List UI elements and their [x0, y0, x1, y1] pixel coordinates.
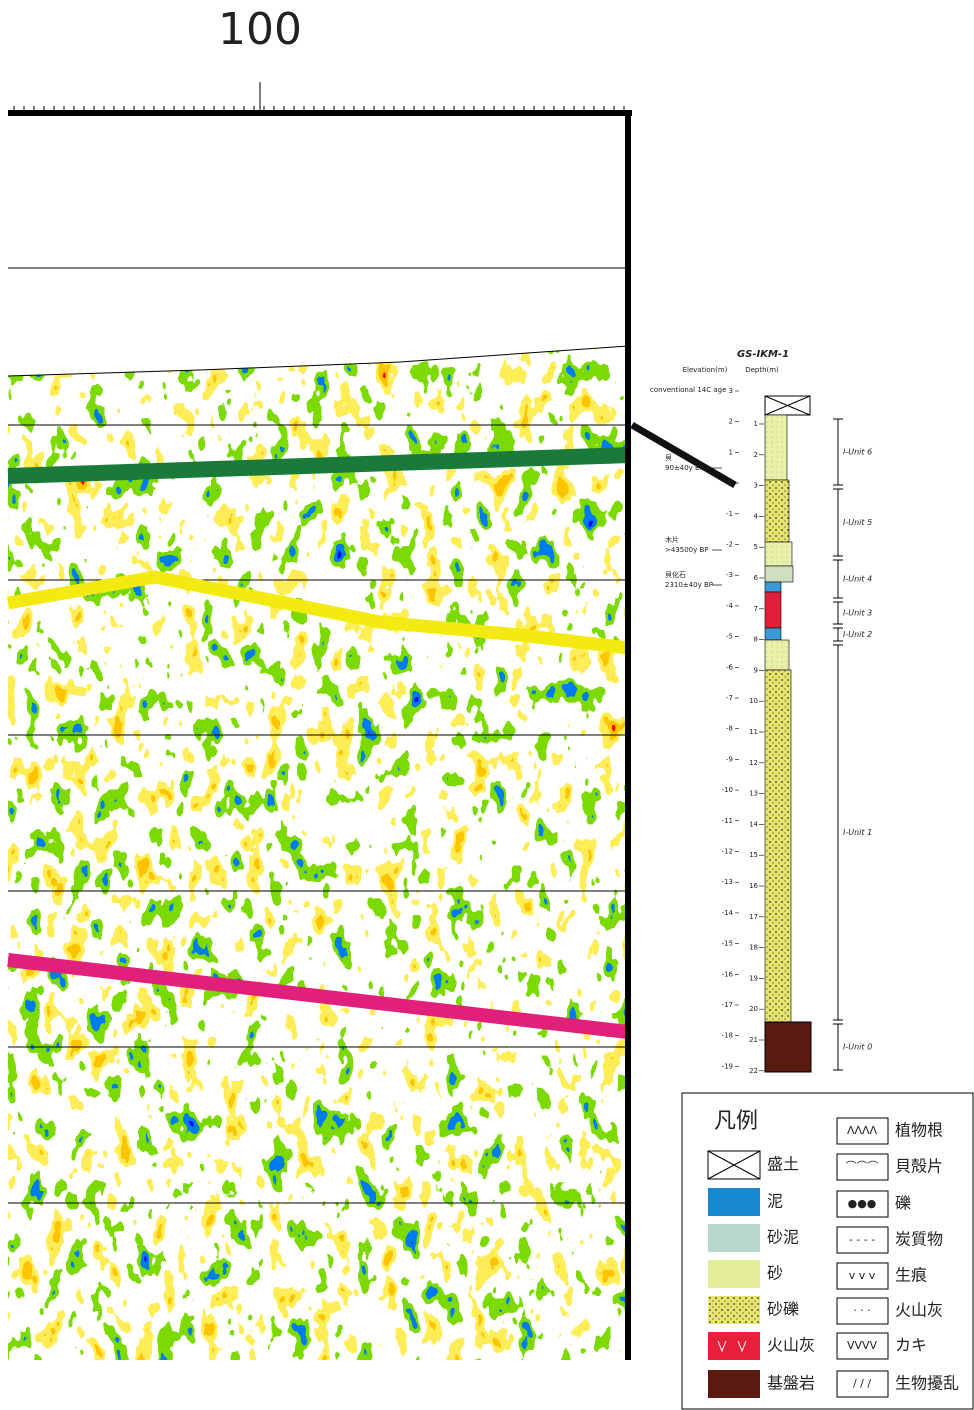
- elevation-tick: -11: [722, 817, 733, 825]
- elevation-tick: -6: [726, 663, 734, 671]
- legend-label: 基盤岩: [767, 1374, 815, 1393]
- depth-tick: 10: [749, 697, 758, 705]
- elevation-tick: -2: [726, 541, 733, 549]
- legend-swatch: [708, 1370, 760, 1398]
- depth-tick: 20: [749, 1005, 758, 1013]
- depth-tick: 8: [754, 636, 758, 644]
- legend-label: カキ: [895, 1336, 927, 1355]
- elevation-tick: -14: [722, 909, 734, 917]
- depth-tick: 9: [754, 666, 758, 674]
- sample-name: 貝: [665, 454, 672, 462]
- legend-label: 火山灰: [895, 1301, 943, 1320]
- legend-label: 火山灰: [767, 1336, 815, 1355]
- elevation-tick: 1: [729, 448, 733, 456]
- log-column: [765, 396, 811, 1072]
- sample-name: 木片: [665, 535, 679, 544]
- legend-swatch: [708, 1296, 760, 1324]
- depth-tick: 22: [749, 1067, 758, 1075]
- elevation-label: Elevation(m): [683, 366, 728, 374]
- elevation-tick: -15: [722, 940, 733, 948]
- elevation-tick: -18: [722, 1032, 733, 1040]
- figure: 100 GS-IKM-1 Elevation(m) Depth(m) conve…: [0, 0, 974, 1410]
- legend-symbol: ΛΛΛΛ: [847, 1124, 878, 1137]
- unit-label: I-Unit 4: [843, 575, 872, 584]
- legend-label: 生痕: [895, 1266, 927, 1285]
- depth-tick: 3: [754, 482, 758, 490]
- log-title: GS-IKM-1: [737, 349, 789, 360]
- elevation-tick: -13: [722, 878, 733, 886]
- legend-symbol: / / /: [853, 1377, 871, 1390]
- legend-label: 炭質物: [895, 1230, 943, 1249]
- depth-tick: 21: [749, 1036, 758, 1044]
- unit-label: I-Unit 0: [843, 1043, 872, 1052]
- legend-label: 泥: [767, 1192, 783, 1211]
- elevation-tick: -16: [722, 970, 734, 978]
- elevation-tick: -7: [726, 694, 733, 702]
- elevation-tick: -19: [722, 1062, 733, 1070]
- legend-label: 礫: [895, 1194, 911, 1213]
- legend-symbol: ⌒⌒⌒: [846, 1160, 879, 1173]
- elevation-tick: -17: [722, 1001, 733, 1009]
- depth-tick: 11: [749, 728, 758, 736]
- depth-tick: 14: [749, 820, 758, 828]
- sample-age: 90±40y BP: [665, 464, 704, 472]
- elevation-tick: 3: [729, 387, 733, 395]
- legend-symbol: - - - -: [849, 1233, 875, 1246]
- elevation-tick: -5: [726, 633, 733, 641]
- unit-label: I-Unit 2: [843, 630, 872, 639]
- depth-tick: 19: [749, 974, 758, 982]
- depth-tick: 7: [754, 605, 758, 613]
- depth-tick: 2: [754, 451, 758, 459]
- elevation-tick: -4: [726, 602, 734, 610]
- legend-swatch: [708, 1188, 760, 1216]
- depth-tick: 16: [749, 882, 758, 890]
- elevation-tick: -9: [726, 755, 733, 763]
- unit-brackets: [833, 419, 843, 1070]
- unit-label: I-Unit 5: [843, 518, 872, 527]
- legend-label: 盛土: [767, 1155, 799, 1174]
- legend-label: 植物根: [895, 1121, 943, 1140]
- connector: [632, 425, 735, 485]
- axis-label: 100: [218, 4, 302, 55]
- gpr-image: [8, 340, 628, 1360]
- unit-label: I-Unit 3: [843, 609, 872, 618]
- legend-symbol: VVVV: [847, 1339, 878, 1352]
- legend-label: 砂: [767, 1264, 783, 1283]
- legend-swatch: [708, 1332, 760, 1360]
- depth-tick: 6: [754, 574, 759, 582]
- sample-name: 貝化石: [665, 570, 686, 579]
- depth-tick: 15: [749, 851, 758, 859]
- depth-tick: 1: [754, 420, 758, 428]
- depth-tick: 4: [754, 512, 759, 520]
- elevation-tick: -10: [722, 786, 733, 794]
- depth-tick: 18: [749, 944, 758, 952]
- elevation-tick: 2: [729, 418, 733, 426]
- elevation-tick: -1: [726, 510, 733, 518]
- depth-tick: 13: [749, 790, 758, 798]
- legend-label: 砂礫: [767, 1300, 799, 1319]
- legend-swatch: [708, 1260, 760, 1288]
- legend-symbol: ●●●: [848, 1197, 877, 1210]
- depth-tick: 5: [754, 543, 758, 551]
- depth-label: Depth(m): [745, 366, 779, 374]
- unit-label: I-Unit 1: [843, 828, 872, 837]
- depth-tick: 12: [749, 759, 758, 767]
- elevation-tick: 0: [729, 479, 733, 487]
- legend-label: 貝殻片: [895, 1157, 943, 1176]
- legend-label: 生物擾乱: [895, 1374, 959, 1393]
- sample-age: 2310±40y BP: [665, 581, 713, 589]
- legend-symbol: v v v: [849, 1269, 876, 1282]
- axis-ticks: [14, 106, 624, 110]
- unit-label: I-Unit 6: [843, 448, 872, 457]
- age-label: conventional 14C age: [650, 386, 726, 394]
- legend-label: 砂泥: [767, 1228, 799, 1247]
- elevation-tick: -8: [726, 725, 733, 733]
- legend-title: 凡例: [714, 1109, 758, 1134]
- elevation-tick: -12: [722, 848, 733, 856]
- sample-age: >43500y BP: [665, 546, 709, 554]
- legend-symbol: · · ·: [853, 1304, 870, 1317]
- depth-tick: 17: [749, 913, 758, 921]
- legend-swatch: [708, 1224, 760, 1252]
- elevation-tick: -3: [726, 571, 733, 579]
